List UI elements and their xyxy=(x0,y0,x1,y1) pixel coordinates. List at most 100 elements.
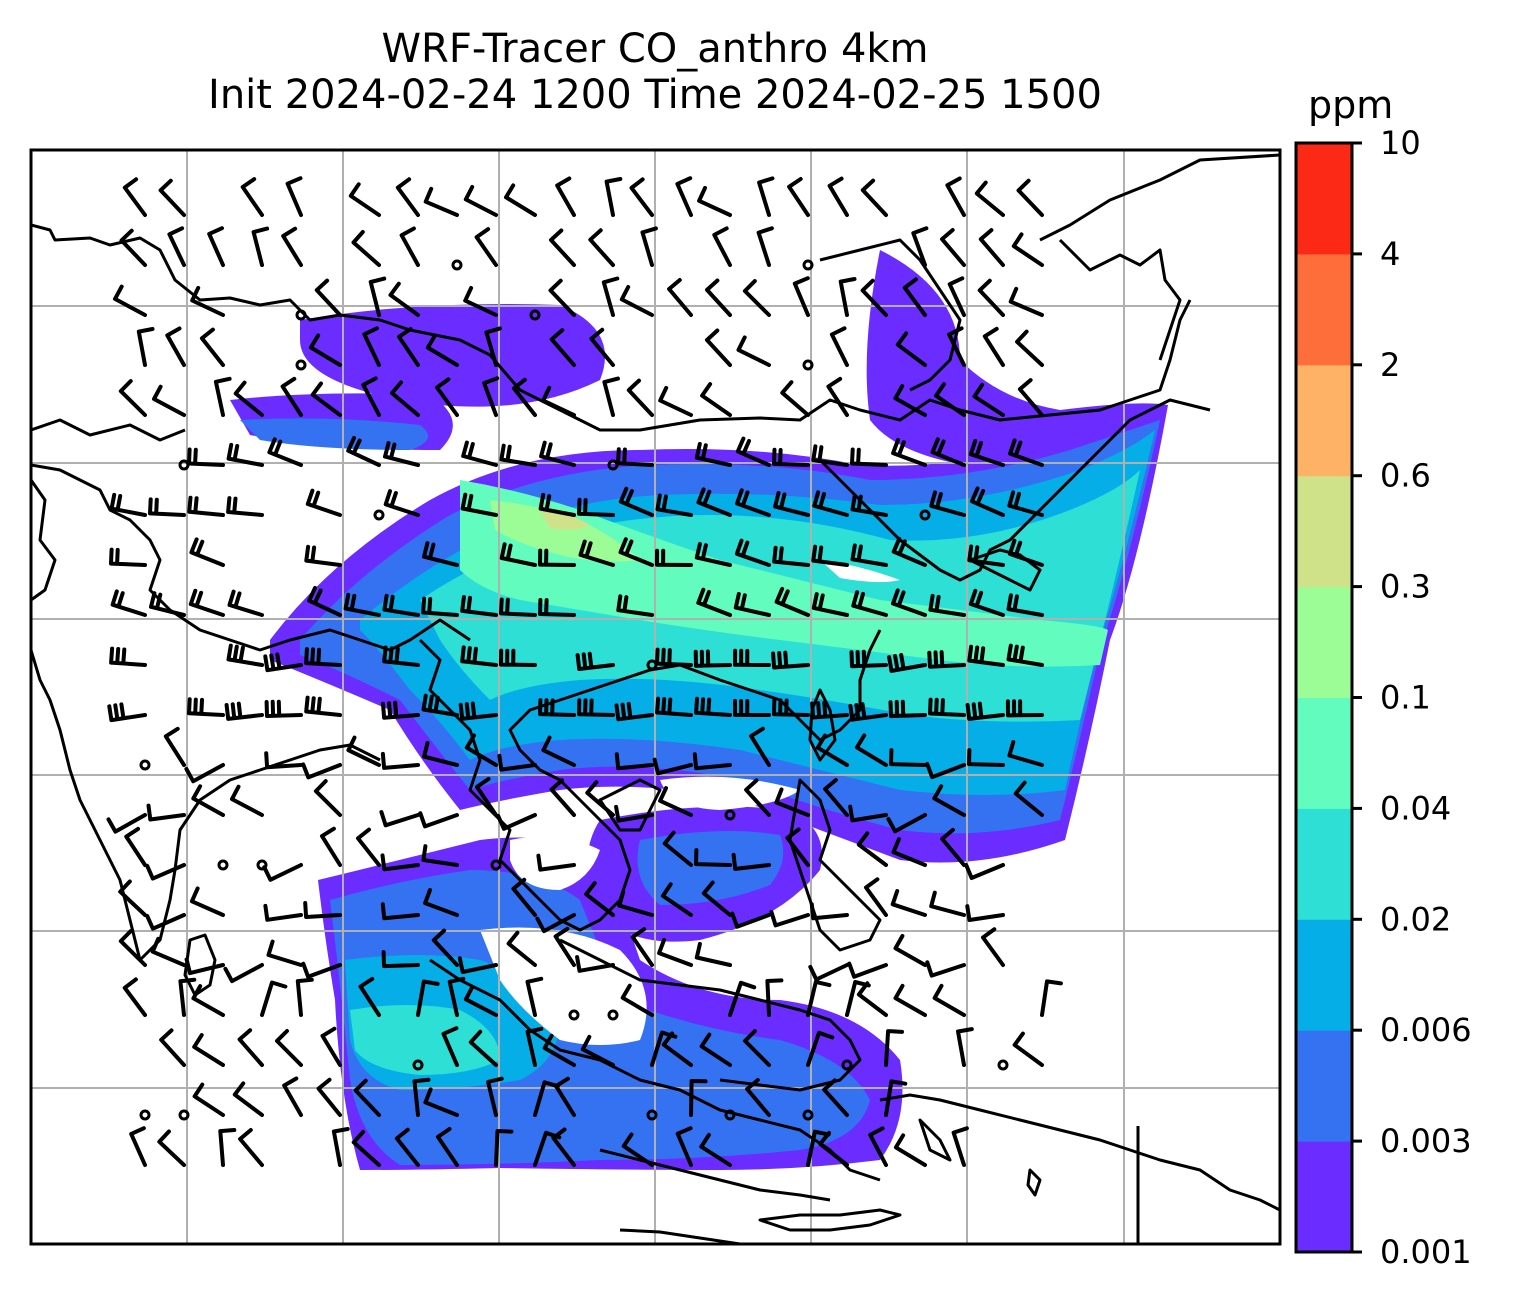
title-line-2: Init 2024-02-24 1200 Time 2024-02-25 150… xyxy=(208,72,1102,118)
calm-wind-circle xyxy=(724,809,736,821)
wind-barb xyxy=(314,278,342,317)
wind-barb xyxy=(310,381,342,417)
wind-barb xyxy=(655,493,693,517)
wind-barb xyxy=(313,779,342,817)
wind-barb xyxy=(617,890,654,917)
wind-barb xyxy=(619,285,654,317)
calm-wind-circle xyxy=(295,359,307,371)
wind-barb xyxy=(940,827,966,867)
wind-barb xyxy=(889,748,927,767)
wind-barb xyxy=(263,652,303,673)
wind-barb xyxy=(189,537,225,567)
calm-wind-circle xyxy=(139,759,151,771)
wind-barb xyxy=(815,733,849,767)
wind-barb xyxy=(423,186,459,217)
wind-barb xyxy=(694,848,732,867)
wind-barb xyxy=(911,226,929,267)
wind-barb xyxy=(925,762,966,780)
wind-barb xyxy=(1040,979,1063,1017)
wind-barb xyxy=(733,592,771,617)
wind-barb xyxy=(381,950,420,969)
wind-barb xyxy=(435,377,459,417)
title-line-1: WRF-Tracer CO_anthro 4km xyxy=(381,26,929,72)
wind-barb xyxy=(474,227,498,267)
wind-barb xyxy=(822,1078,849,1117)
wind-barb xyxy=(496,813,537,831)
wind-barb xyxy=(275,1029,303,1067)
wind-barb xyxy=(113,284,147,317)
wind-barb xyxy=(412,1077,431,1117)
wind-barb xyxy=(968,438,1005,467)
wind-barb xyxy=(107,702,147,723)
wind-barb xyxy=(602,376,620,417)
wind-barb xyxy=(178,977,197,1017)
wind-barb xyxy=(542,1033,576,1067)
wind-barb xyxy=(652,757,693,776)
calm-wind-circle xyxy=(295,309,307,321)
wind-barb xyxy=(422,741,459,767)
wind-barb xyxy=(464,733,498,767)
calm-wind-circle xyxy=(217,859,229,871)
wind-barb xyxy=(421,693,459,717)
calm-wind-circle xyxy=(568,1009,580,1021)
colorbar-tick-label: 0.003 xyxy=(1380,1122,1472,1160)
wind-barb xyxy=(118,929,147,967)
wind-barb xyxy=(316,1077,342,1117)
wind-barb xyxy=(851,590,888,617)
wind-barb xyxy=(1007,490,1044,517)
wind-barb xyxy=(346,735,381,767)
wind-barb xyxy=(773,491,810,517)
wind-barb xyxy=(650,1030,678,1067)
wind-barb xyxy=(494,1129,514,1167)
wind-barb xyxy=(745,1078,771,1117)
wind-barb xyxy=(616,594,654,617)
colorbar-swatch xyxy=(1296,1141,1352,1253)
wind-barb xyxy=(895,331,927,367)
wind-barb xyxy=(694,941,732,967)
wind-barb xyxy=(945,176,966,217)
wind-barb xyxy=(662,830,693,867)
wind-barb xyxy=(772,447,810,467)
wind-barb xyxy=(932,983,966,1017)
wind-barb xyxy=(925,960,966,978)
wind-barb xyxy=(383,489,420,517)
wind-barb xyxy=(765,978,784,1017)
wind-barb xyxy=(733,698,771,717)
wind-barb xyxy=(744,778,771,817)
wind-barb xyxy=(109,492,147,517)
wind-barb xyxy=(850,447,888,467)
wind-barb xyxy=(431,928,459,967)
wind-barb xyxy=(577,698,615,717)
wind-barb xyxy=(331,1127,350,1167)
wind-barb xyxy=(368,276,387,317)
wind-barb xyxy=(423,888,459,917)
colorbar-tick-label: 0.02 xyxy=(1380,900,1451,938)
wind-barb xyxy=(697,186,732,217)
wind-barb xyxy=(145,863,186,881)
colorbar-tick-label: 0.3 xyxy=(1380,568,1431,606)
wind-barb xyxy=(934,382,966,417)
wind-barb xyxy=(421,844,459,867)
wind-barb xyxy=(122,177,147,217)
wind-barb xyxy=(303,901,342,919)
wind-barb xyxy=(463,185,498,217)
wind-barb xyxy=(616,447,654,467)
wind-barb xyxy=(238,1128,264,1167)
wind-barb xyxy=(806,1030,835,1067)
wind-barb xyxy=(847,961,888,979)
calm-wind-circle xyxy=(529,309,541,321)
wind-barb xyxy=(1007,740,1044,767)
wind-barb xyxy=(956,1027,974,1067)
wind-barb xyxy=(893,983,927,1017)
wind-barb xyxy=(701,880,732,917)
wind-barb xyxy=(118,379,147,417)
wind-barb xyxy=(667,278,693,317)
wind-barb xyxy=(482,376,500,417)
wind-barb xyxy=(381,700,420,720)
wind-barb xyxy=(588,228,615,267)
wind-barb xyxy=(630,927,654,967)
wind-barb xyxy=(947,276,966,317)
wind-barb xyxy=(163,726,186,767)
wind-barb xyxy=(539,440,576,467)
